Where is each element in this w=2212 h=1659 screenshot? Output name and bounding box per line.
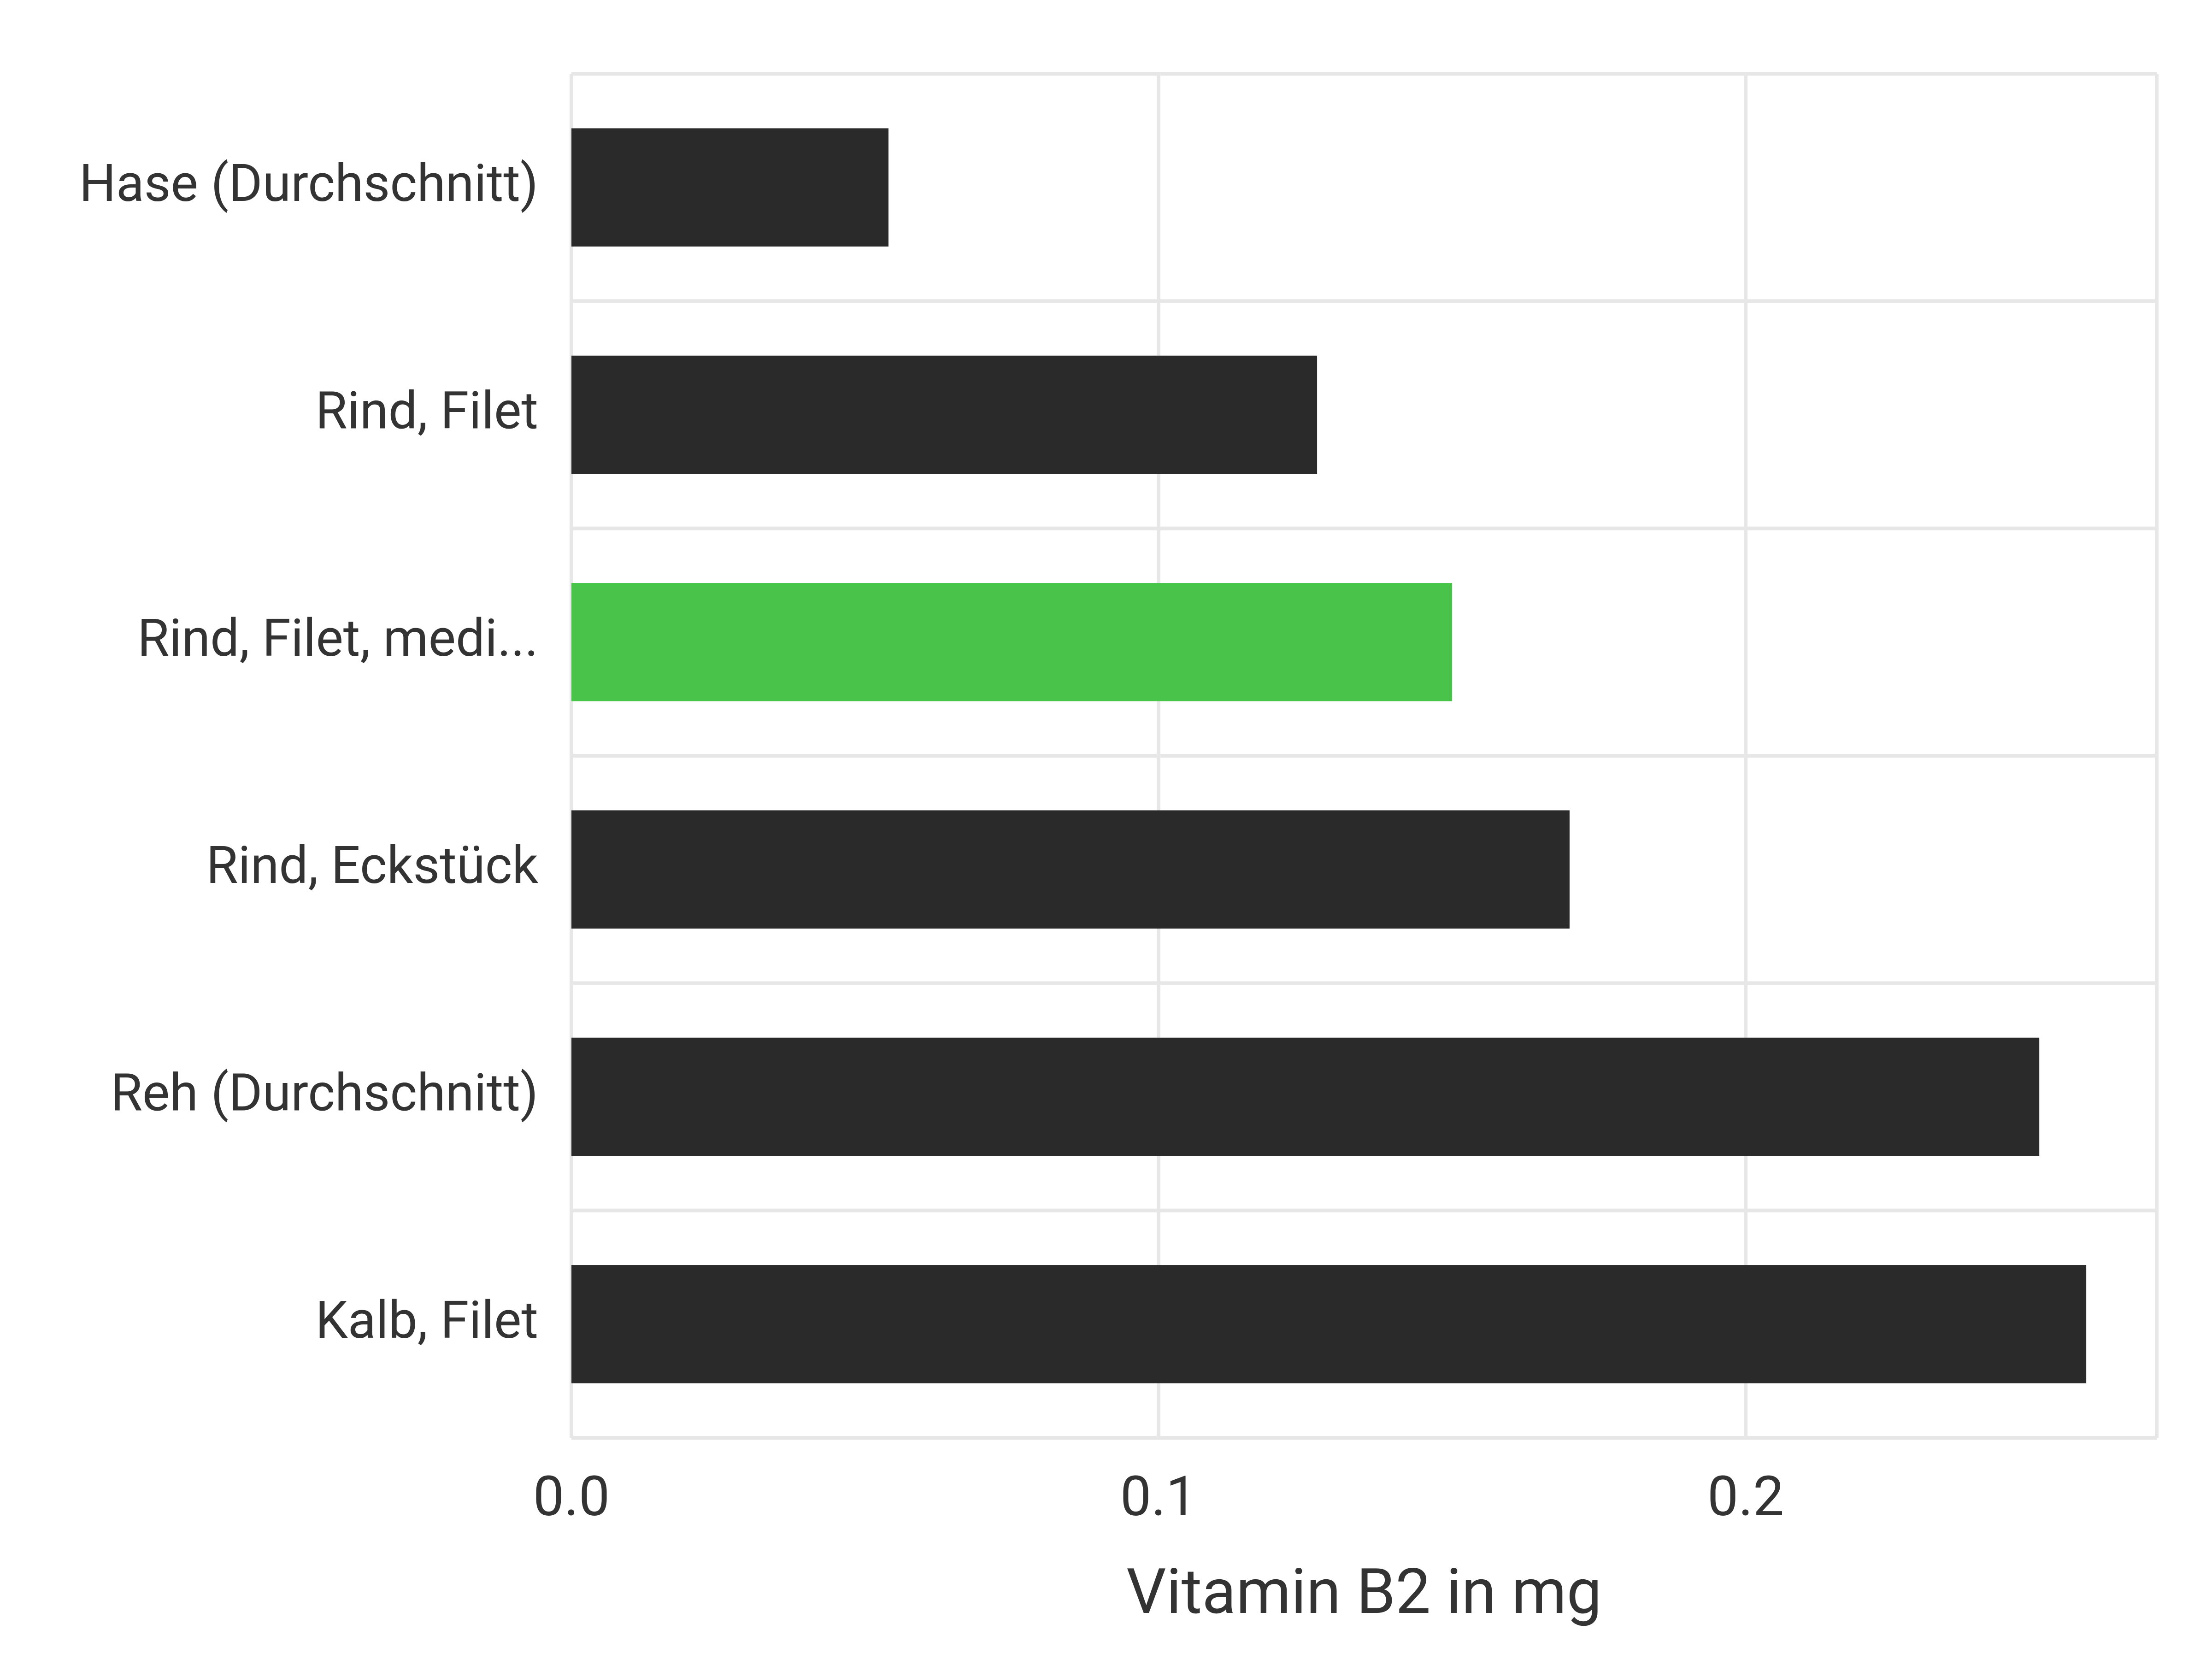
bar	[571, 583, 1452, 701]
x-tick-label: 0.1	[1120, 1465, 1197, 1529]
y-axis-label: Rind, Filet, medi...	[137, 608, 538, 669]
bar	[571, 1265, 2086, 1383]
bar-chart: Hase (Durchschnitt) Rind, Filet Rind, File…	[0, 0, 2212, 1659]
y-axis-label: Kalb, Filet	[315, 1290, 538, 1351]
y-axis-label: Rind, Filet	[316, 381, 539, 441]
x-tick-label: 0.0	[533, 1465, 610, 1529]
y-axis-label: Reh (Durchschnitt)	[111, 1063, 538, 1124]
x-tick-label: 0.2	[1707, 1465, 1784, 1529]
chart-container: Hase (Durchschnitt) Rind, Filet Rind, File…	[0, 0, 2212, 1659]
y-axis-label: Hase (Durchschnitt)	[79, 153, 538, 214]
y-axis-label: Rind, Eckstück	[206, 835, 538, 896]
bar	[571, 128, 888, 247]
bar	[571, 1038, 2039, 1156]
bar	[571, 356, 1317, 474]
bar	[571, 810, 1570, 929]
x-axis-title: Vitamin B2 in mg	[1126, 1555, 1602, 1629]
